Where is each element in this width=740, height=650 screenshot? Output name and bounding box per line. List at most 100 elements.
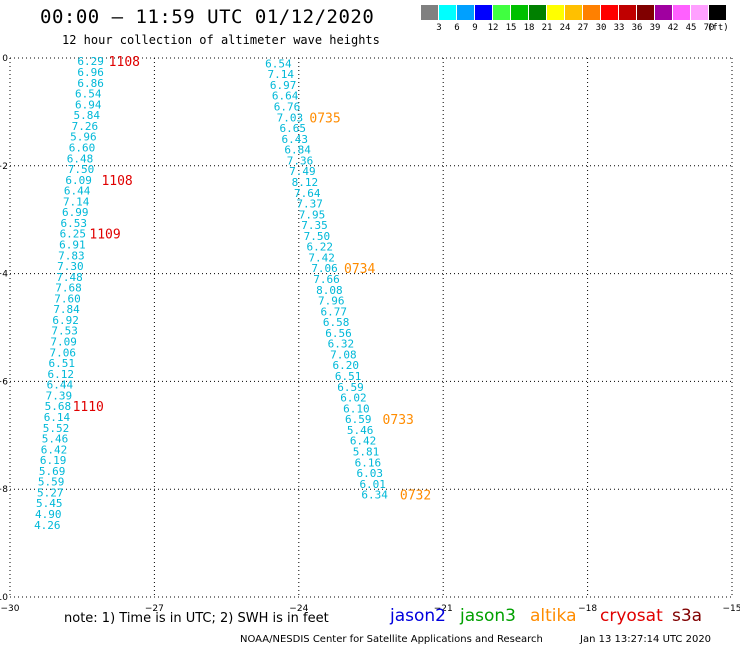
legend-label: 33 <box>613 23 625 33</box>
swh-value: 6.65 <box>280 122 307 135</box>
swh-value: 7.35 <box>301 219 328 232</box>
swh-value: 6.54 <box>265 57 292 70</box>
swh-value: 6.43 <box>281 133 308 146</box>
swh-value: 7.09 <box>50 336 77 349</box>
swh-value: 6.54 <box>75 88 102 101</box>
swh-value: 6.09 <box>65 174 92 187</box>
legend-swatch <box>421 5 438 20</box>
swh-value: 5.68 <box>45 400 72 413</box>
legend-label: 12 <box>487 23 499 33</box>
map-subtitle: 12 hour collection of altimeter wave hei… <box>62 33 380 47</box>
legend-label: 24 <box>559 23 571 33</box>
legend-swatch <box>493 5 510 20</box>
swh-value: 8.08 <box>316 284 343 297</box>
legend-swatch <box>529 5 546 20</box>
generated-timestamp: Jan 13 13:27:14 UTC 2020 <box>580 634 712 645</box>
swh-value: 6.25 <box>60 228 87 241</box>
swh-value: 7.95 <box>299 208 326 221</box>
pass-time-label: 0734 <box>344 262 375 277</box>
swh-value: 7.36 <box>287 154 314 167</box>
swh-value: 7.50 <box>68 163 95 176</box>
lat-tick-label: −10 <box>0 593 8 603</box>
swh-value: 6.20 <box>332 359 359 372</box>
swh-value: 7.42 <box>308 251 335 264</box>
lon-tick-label: −24 <box>289 604 308 614</box>
swh-value: 7.08 <box>330 348 357 361</box>
pass-time-label: 1110 <box>73 400 104 415</box>
legend-unit: (ft) <box>707 23 729 33</box>
swh-value: 5.52 <box>43 422 70 435</box>
swh-value: 6.53 <box>61 217 88 230</box>
swh-value: 6.59 <box>337 381 364 394</box>
swh-value: 6.97 <box>270 79 297 92</box>
swh-value: 6.29 <box>77 55 104 68</box>
swh-value: 5.46 <box>42 433 69 446</box>
legend-swatch <box>691 5 708 20</box>
swh-value: 7.50 <box>304 230 331 243</box>
swh-value: 6.44 <box>47 379 74 392</box>
legend-label: 9 <box>472 23 478 33</box>
swh-value: 6.92 <box>52 314 78 327</box>
legend-swatch <box>475 5 492 20</box>
legend-label: 18 <box>523 23 535 33</box>
swh-value: 7.39 <box>46 389 73 402</box>
satellite-jason2: jason2 <box>390 606 446 626</box>
pass-time-label: 1109 <box>89 228 120 243</box>
legend-label: 39 <box>649 23 661 33</box>
legend-label: 42 <box>667 23 679 33</box>
legend-label: 3 <box>436 23 442 33</box>
legend-swatch <box>637 5 654 20</box>
swh-value: 5.27 <box>37 486 64 499</box>
legend-label: 70 <box>703 23 715 33</box>
legend-swatch <box>583 5 600 20</box>
swh-value: 6.16 <box>355 456 382 469</box>
legend-label: 15 <box>505 23 517 33</box>
legend-swatch <box>655 5 672 20</box>
swh-value: 5.96 <box>70 131 97 144</box>
swh-value: 6.02 <box>340 392 367 405</box>
swh-value: 6.32 <box>328 338 355 351</box>
legend-label: 6 <box>454 23 460 33</box>
swh-value: 6.19 <box>40 454 67 467</box>
swh-value: 7.06 <box>49 346 75 359</box>
lat-tick-label: −6 <box>0 377 8 387</box>
legend-swatch <box>511 5 528 20</box>
swh-value: 5.46 <box>347 424 374 437</box>
swh-value: 7.68 <box>55 282 81 295</box>
pass-time-label: 0735 <box>309 111 340 126</box>
legend-swatch <box>709 5 726 20</box>
swh-value: 6.42 <box>350 435 377 448</box>
legend-label: 21 <box>541 23 553 33</box>
swh-value: 6.59 <box>345 413 372 426</box>
map-title: 00:00 – 11:59 UTC 01/12/2020 <box>40 6 375 28</box>
swh-value: 6.56 <box>325 327 352 340</box>
swh-value: 7.84 <box>53 303 80 316</box>
lat-tick-label: 0 <box>2 54 8 64</box>
swh-value: 6.12 <box>48 368 75 381</box>
swh-value: 6.48 <box>67 152 94 165</box>
swh-value: 7.03 <box>277 111 304 124</box>
lon-tick-label: −15 <box>723 604 740 614</box>
swh-value: 4.90 <box>35 508 62 521</box>
swh-value: 7.06 <box>311 262 338 275</box>
legend-swatch <box>619 5 636 20</box>
legend-label: 30 <box>595 23 607 33</box>
swh-value: 7.37 <box>296 198 323 211</box>
swh-value: 6.14 <box>44 411 71 424</box>
legend-label: 45 <box>685 23 697 33</box>
credit-text: NOAA/NESDIS Center for Satellite Applica… <box>240 634 543 645</box>
satellite-cryosat: cryosat <box>600 606 663 626</box>
swh-value: 8.12 <box>292 176 319 189</box>
lon-tick-label: −30 <box>1 604 20 614</box>
pass-time-label: 0733 <box>383 413 414 428</box>
legend-swatch <box>439 5 456 20</box>
satellite-s3a: s3a <box>672 606 703 626</box>
swh-value: 6.44 <box>64 185 91 198</box>
swh-value: 5.45 <box>36 497 63 510</box>
swh-value: 6.34 <box>361 489 388 502</box>
swh-value: 7.30 <box>57 260 84 273</box>
swh-value: 6.86 <box>77 77 104 90</box>
swh-value: 7.66 <box>313 273 340 286</box>
swh-value: 7.60 <box>54 292 81 305</box>
